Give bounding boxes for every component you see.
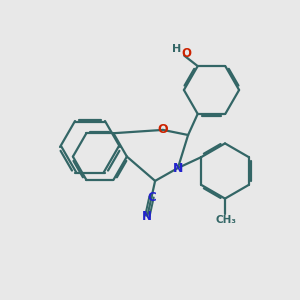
Text: N: N (142, 210, 152, 223)
Text: H: H (172, 44, 181, 54)
Text: O: O (158, 123, 168, 136)
Text: O: O (182, 47, 192, 60)
Text: CH₃: CH₃ (215, 215, 236, 225)
Text: N: N (173, 161, 183, 175)
Text: C: C (147, 190, 156, 203)
